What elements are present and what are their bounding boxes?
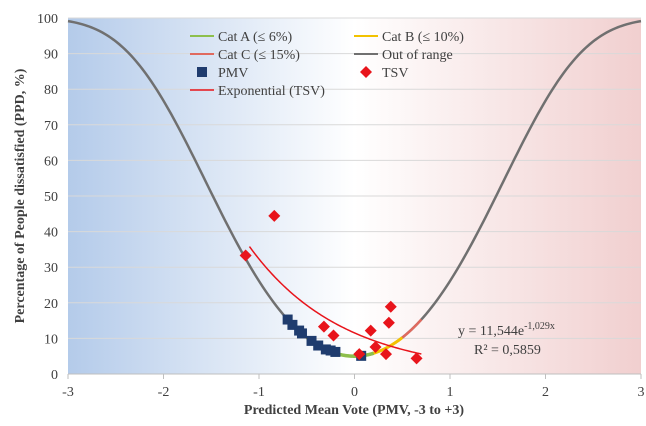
y-tick-label: 0 [51, 368, 58, 383]
legend-label-exponential: Exponential (TSV) [218, 84, 325, 99]
y-tick-label: 10 [44, 332, 58, 347]
r-squared-text: R² = 0,5859 [474, 343, 541, 358]
y-tick-labels: 0 10 20 30 40 50 60 70 80 90 100 [37, 12, 58, 383]
cat-a-curve [334, 351, 375, 358]
x-tick-labels: -3 -2 -1 0 1 2 3 [62, 385, 644, 400]
x-tick-label: -2 [158, 385, 170, 400]
pmv-marker [330, 346, 341, 357]
y-tick-label: 70 [44, 119, 58, 134]
legend-label-cat-c: Cat C (≤ 15%) [218, 48, 300, 63]
trendline-equation: y = 11,544e-1,029x R² = 0,5859 [458, 321, 555, 358]
y-axis-title: Percentage of People dissatisfied (PPD, … [13, 68, 28, 323]
legend-swatch-tsv [360, 66, 372, 78]
tsv-marker [317, 320, 330, 333]
x-tick-label: -1 [253, 385, 265, 400]
tsv-marker [369, 340, 382, 353]
y-tick-label: 80 [44, 83, 58, 98]
legend-label-pmv: PMV [218, 66, 248, 81]
equation-exponent: -1,029x [524, 321, 555, 332]
tsv-marker [327, 329, 340, 342]
y-tick-label: 40 [44, 226, 58, 241]
y-tick-label: 20 [44, 297, 58, 312]
legend-label-out-of-range: Out of range [382, 48, 453, 63]
legend-label-cat-b: Cat B (≤ 10%) [382, 30, 464, 45]
y-tick-label: 50 [44, 190, 58, 205]
tsv-marker [353, 348, 366, 361]
pmv-marker [296, 328, 307, 339]
tsv-marker [268, 209, 281, 222]
x-axis-title: Predicted Mean Vote (PMV, -3 to +3) [244, 403, 464, 418]
tsv-marker [384, 300, 397, 313]
y-tick-label: 60 [44, 154, 58, 169]
pmv-marker [282, 314, 293, 325]
pmv-marker [287, 319, 298, 330]
y-tick-label: 90 [44, 48, 58, 63]
x-tick-label: 0 [351, 385, 358, 400]
gridlines [67, 17, 642, 379]
y-tick-label: 30 [44, 261, 58, 276]
exponential-trendline [248, 246, 422, 355]
legend-label-tsv: TSV [382, 66, 408, 81]
y-tick-label: 100 [37, 12, 58, 27]
x-tick-label: 3 [638, 385, 645, 400]
tsv-marker [410, 352, 423, 365]
tsv-marker [239, 249, 252, 262]
legend-label-cat-a: Cat A (≤ 6%) [218, 30, 293, 45]
pmv-marker [313, 340, 324, 351]
legend-swatch-pmv [197, 67, 207, 77]
tsv-marker [380, 348, 393, 361]
equation-text: y = 11,544e [458, 324, 524, 339]
exponential-fit-line [248, 246, 422, 355]
x-tick-label: 2 [542, 385, 549, 400]
legend: Cat A (≤ 6%) Cat B (≤ 10%) Cat C (≤ 15%)… [190, 30, 464, 99]
x-tick-label: 1 [447, 385, 454, 400]
tsv-marker [364, 324, 377, 337]
data-markers [239, 209, 423, 365]
svg-text:y = 11,544e-1,029x: y = 11,544e-1,029x [458, 321, 555, 339]
pmv-marker [306, 335, 317, 346]
tsv-marker [382, 316, 395, 329]
x-tick-label: -3 [62, 385, 74, 400]
